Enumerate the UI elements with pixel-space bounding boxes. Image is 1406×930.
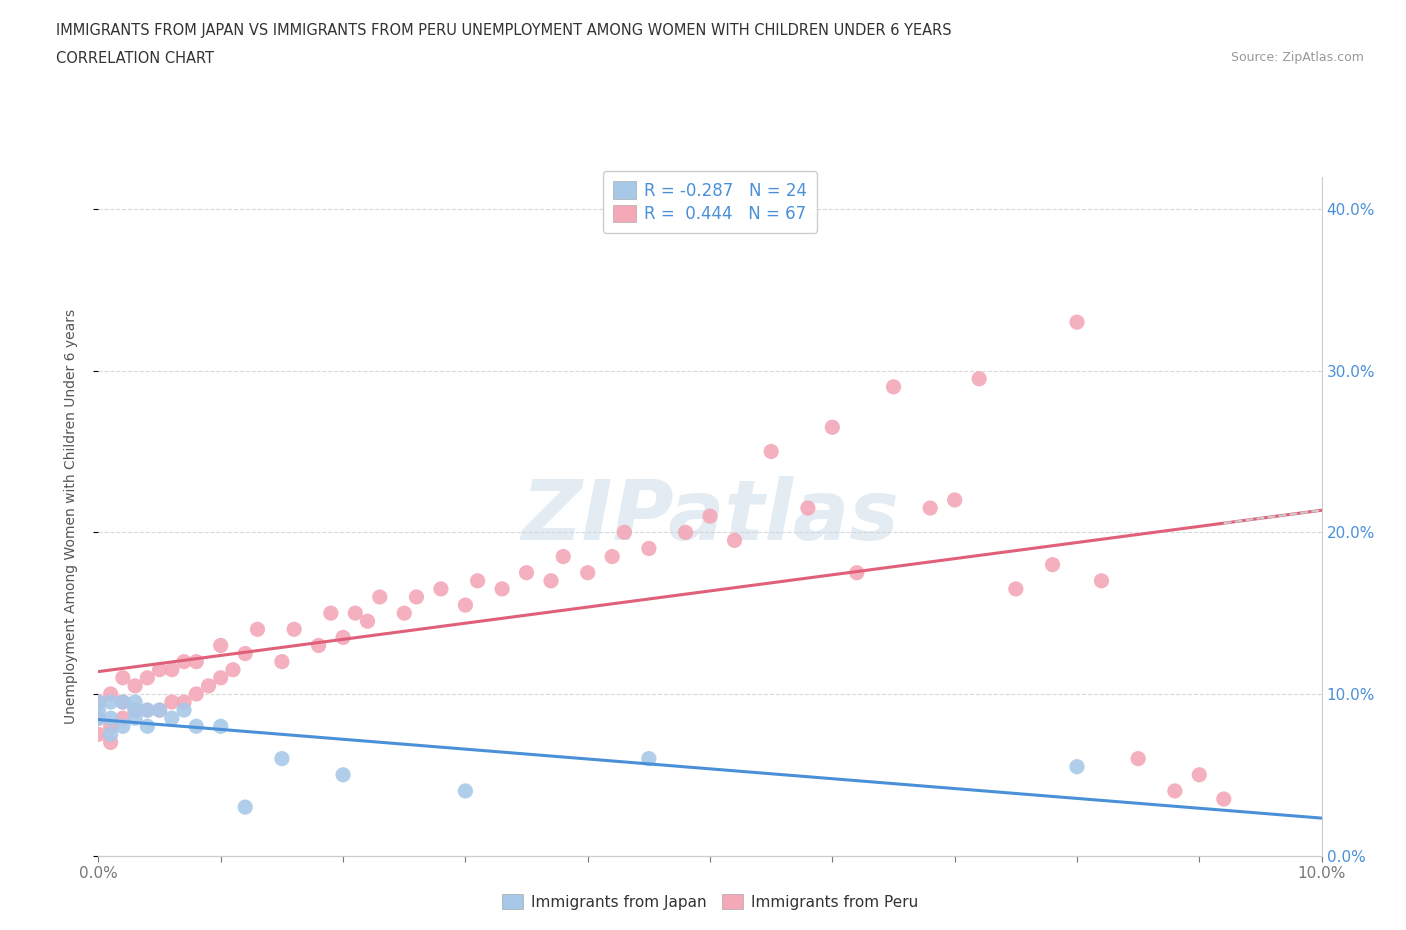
Point [1066, 759, 1088, 774]
Point [149, 703, 172, 718]
Point [87, 727, 110, 742]
Point [553, 549, 575, 564]
Point [344, 605, 367, 620]
Point [675, 525, 697, 539]
Point [124, 703, 146, 718]
Point [124, 703, 146, 718]
Point [111, 695, 134, 710]
Point [967, 371, 990, 386]
Point [283, 622, 305, 637]
Point [467, 574, 489, 589]
Point [600, 549, 623, 564]
Point [87, 695, 110, 710]
Point [197, 679, 219, 694]
Point [87, 695, 110, 710]
Text: IMMIGRANTS FROM JAPAN VS IMMIGRANTS FROM PERU UNEMPLOYMENT AMONG WOMEN WITH CHIL: IMMIGRANTS FROM JAPAN VS IMMIGRANTS FROM… [56, 23, 952, 38]
Point [100, 711, 122, 725]
Point [100, 686, 122, 701]
Point [246, 622, 269, 637]
Point [186, 719, 208, 734]
Point [723, 533, 745, 548]
Point [356, 614, 378, 629]
Point [270, 654, 292, 669]
Point [1212, 791, 1234, 806]
Point [1188, 767, 1211, 782]
Point [454, 598, 477, 613]
Point [491, 581, 513, 596]
Point [405, 590, 427, 604]
Point [100, 695, 122, 710]
Point [124, 679, 146, 694]
Point [1066, 314, 1088, 329]
Point [883, 379, 905, 394]
Point [454, 783, 477, 798]
Point [209, 719, 232, 734]
Point [540, 574, 562, 589]
Point [368, 590, 391, 604]
Point [173, 703, 195, 718]
Point [392, 605, 416, 620]
Point [186, 654, 208, 669]
Point [111, 671, 134, 685]
Point [100, 727, 122, 742]
Point [233, 646, 256, 661]
Point [1164, 783, 1187, 798]
Point [1042, 557, 1064, 572]
Point [637, 751, 661, 766]
Point [149, 703, 172, 718]
Point [943, 493, 966, 508]
Point [87, 703, 110, 718]
Text: ZIPatlas: ZIPatlas [522, 475, 898, 557]
Point [270, 751, 292, 766]
Point [613, 525, 636, 539]
Point [576, 565, 599, 580]
Point [308, 638, 330, 653]
Point [797, 500, 820, 515]
Point [136, 703, 159, 718]
Point [87, 711, 110, 725]
Point [637, 541, 661, 556]
Point [111, 719, 134, 734]
Point [332, 767, 354, 782]
Point [699, 509, 721, 524]
Point [111, 711, 134, 725]
Legend: Immigrants from Japan, Immigrants from Peru: Immigrants from Japan, Immigrants from P… [496, 887, 924, 916]
Text: Source: ZipAtlas.com: Source: ZipAtlas.com [1230, 51, 1364, 64]
Text: CORRELATION CHART: CORRELATION CHART [56, 51, 214, 66]
Point [136, 703, 159, 718]
Point [173, 695, 195, 710]
Point [319, 605, 342, 620]
Point [136, 719, 159, 734]
Point [160, 662, 183, 677]
Point [87, 711, 110, 725]
Point [332, 630, 354, 644]
Point [160, 695, 183, 710]
Point [209, 638, 232, 653]
Point [233, 800, 256, 815]
Point [100, 735, 122, 750]
Point [173, 654, 195, 669]
Point [149, 662, 172, 677]
Point [821, 419, 844, 434]
Point [845, 565, 868, 580]
Point [1090, 574, 1112, 589]
Point [136, 671, 159, 685]
Point [209, 671, 232, 685]
Point [111, 695, 134, 710]
Point [222, 662, 245, 677]
Point [430, 581, 453, 596]
Point [100, 719, 122, 734]
Point [124, 711, 146, 725]
Point [920, 500, 942, 515]
Point [1004, 581, 1026, 596]
Point [160, 711, 183, 725]
Point [186, 686, 208, 701]
Point [759, 444, 782, 458]
Point [124, 695, 146, 710]
Point [1128, 751, 1150, 766]
Point [516, 565, 538, 580]
Y-axis label: Unemployment Among Women with Children Under 6 years: Unemployment Among Women with Children U… [63, 309, 77, 724]
